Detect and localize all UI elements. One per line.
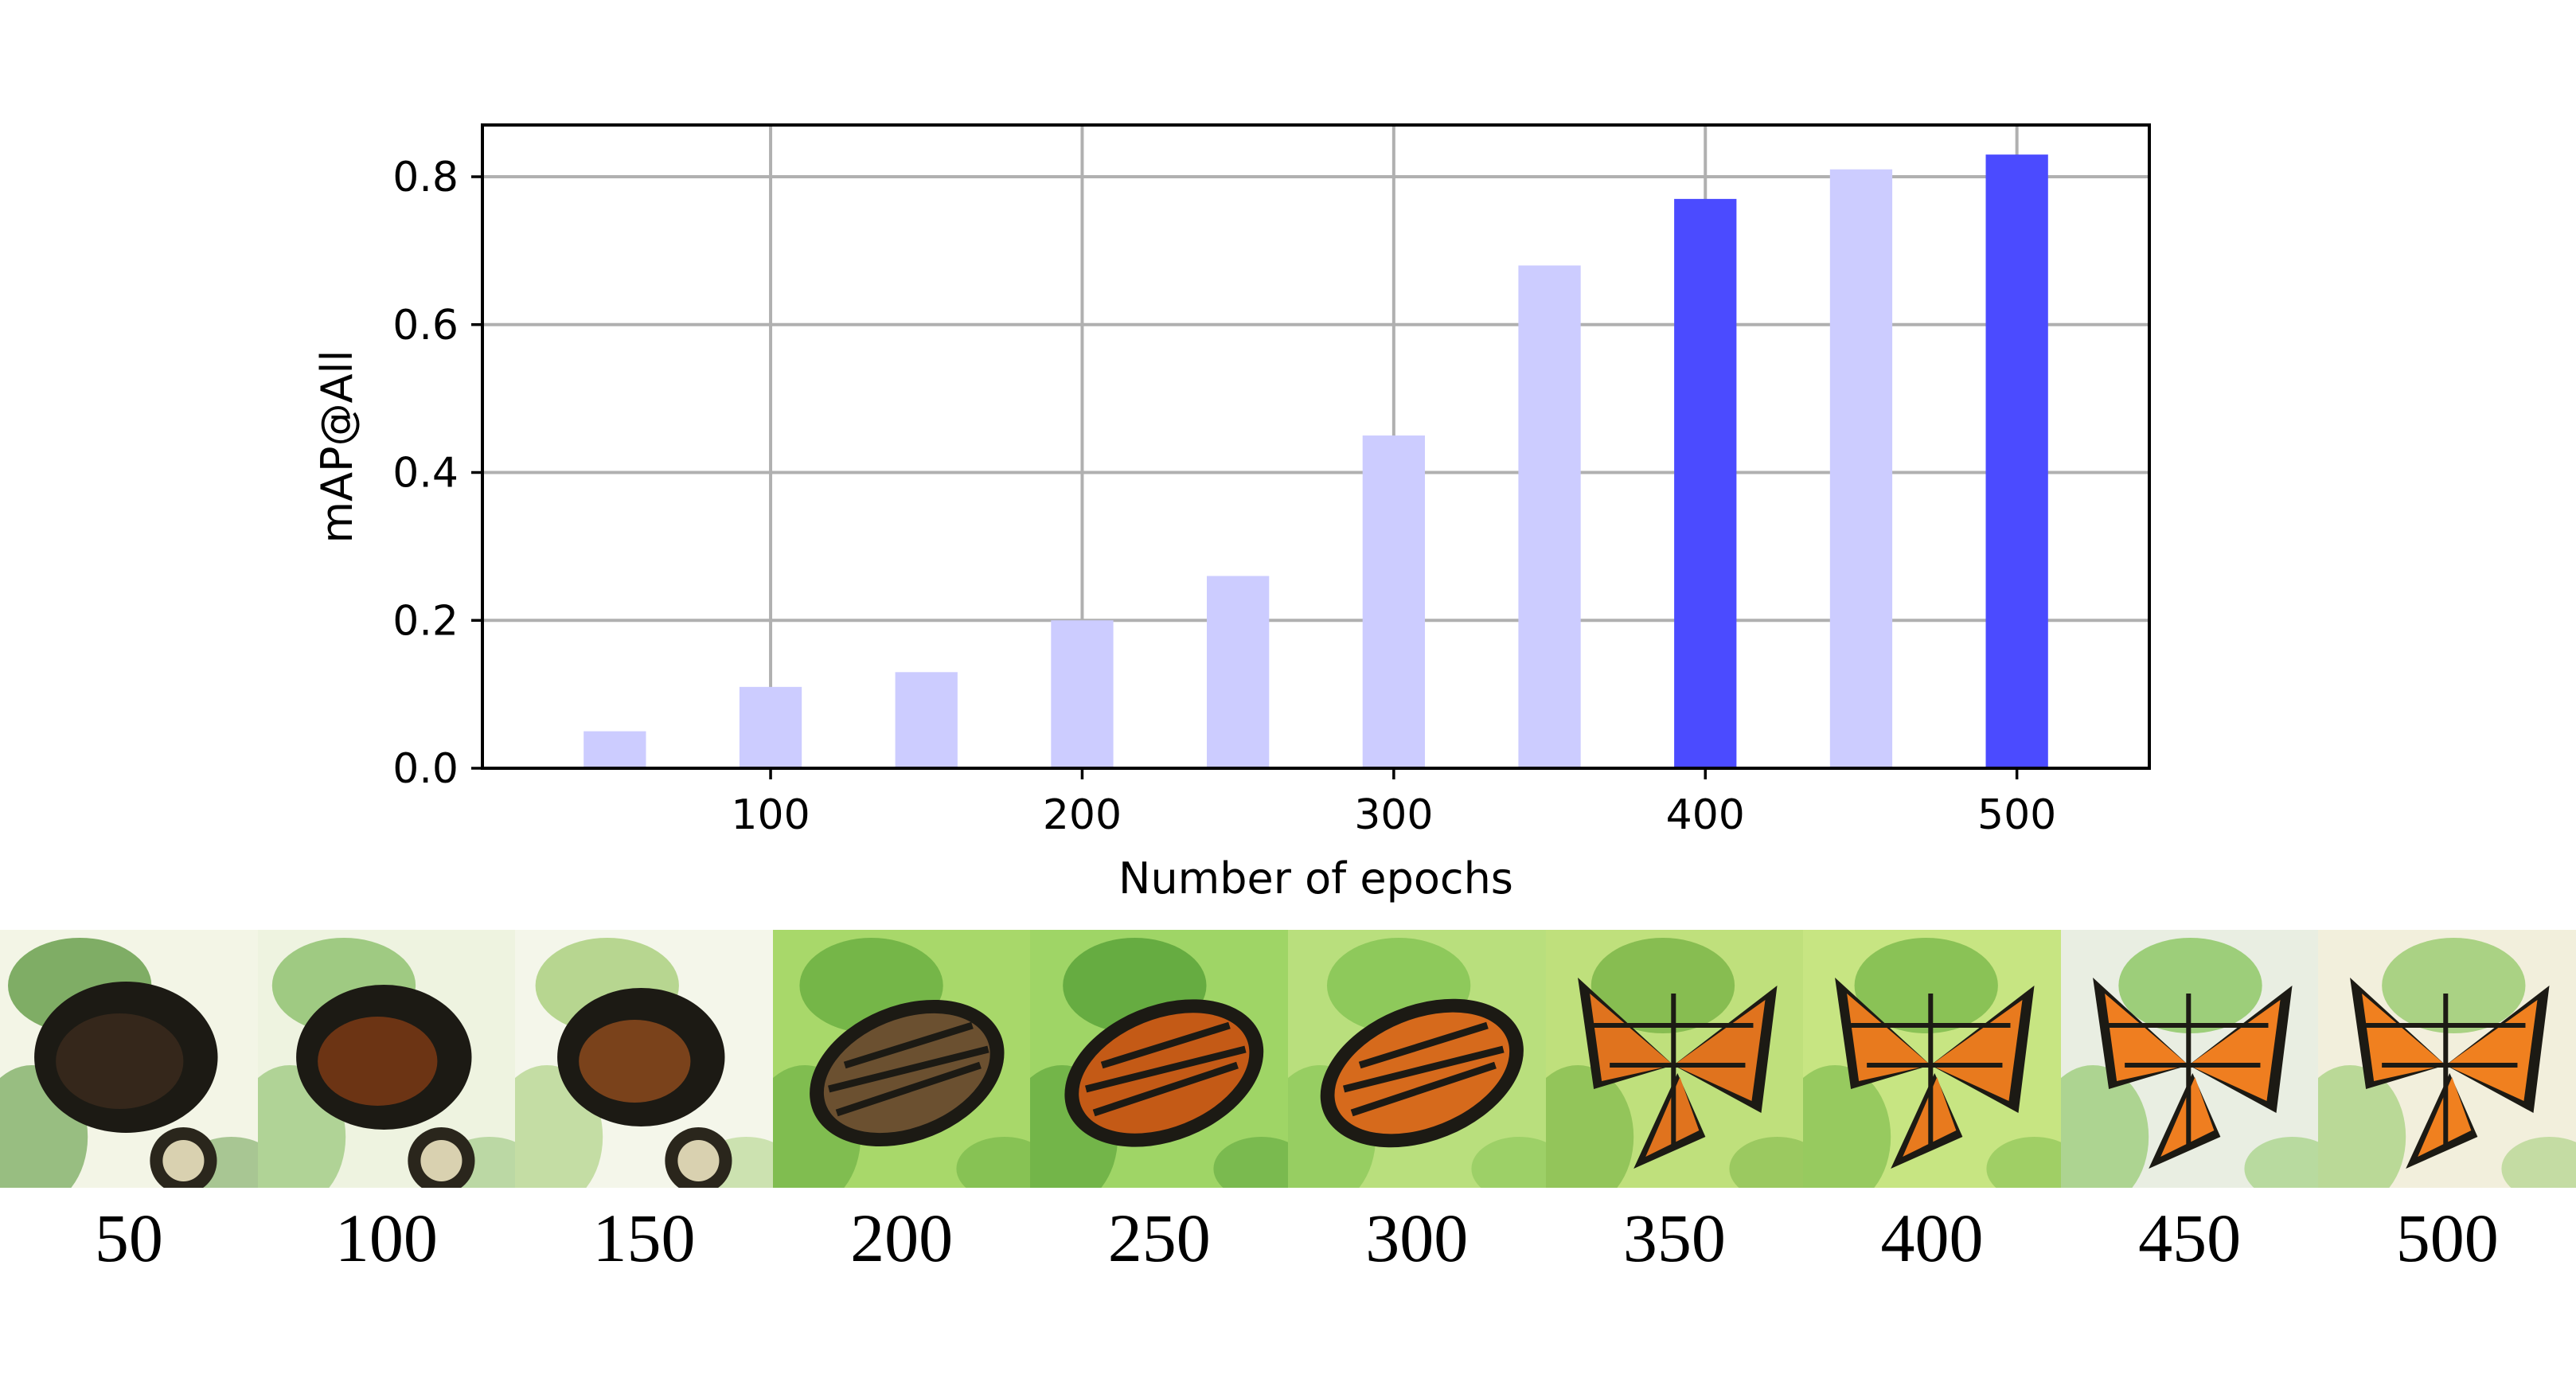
bar-epoch-400 [1674, 198, 1737, 769]
x-tick-label-100: 100 [731, 791, 810, 839]
x-tick-label-200: 200 [1043, 791, 1122, 839]
bar-epoch-250 [1207, 576, 1270, 768]
y-tick-label-1: 0.2 [392, 597, 459, 645]
thumbnail-epoch-50 [0, 930, 259, 1188]
butterfly-thumbnail-icon [1288, 930, 1547, 1188]
thumbnail-label-400: 400 [1880, 1200, 1984, 1276]
x-axis-title: Number of epochs [1118, 853, 1513, 904]
thumbnail-epoch-100 [257, 930, 517, 1188]
butterfly-thumbnail-icon [257, 930, 517, 1188]
thumbnail-epoch-150 [515, 930, 774, 1188]
x-tick-label-300: 300 [1354, 791, 1433, 839]
x-tick-label-500: 500 [1977, 791, 2056, 839]
y-tick-label-3: 0.6 [392, 302, 459, 349]
thumbnail-label-100: 100 [334, 1200, 438, 1276]
butterfly-thumbnail-icon [1545, 930, 1805, 1188]
butterfly-thumbnail-icon [772, 930, 1032, 1188]
butterfly-thumbnail-icon [2060, 930, 2320, 1188]
y-tick-label-2: 0.4 [392, 450, 459, 498]
thumbnail-label-300: 300 [1365, 1200, 1469, 1276]
thumbnail-label-500: 500 [2395, 1200, 2499, 1276]
thumbnail-epoch-450 [2060, 930, 2320, 1188]
thumbnail-epoch-500 [2318, 930, 2576, 1188]
butterfly-thumbnail-icon [2318, 930, 2576, 1188]
thumbnail-label-250: 250 [1107, 1200, 1211, 1276]
bar-epoch-450 [1829, 169, 1893, 769]
grid-lines [482, 125, 2149, 770]
thumbnail-label-350: 350 [1622, 1200, 1726, 1276]
butterfly-thumbnail-icon [0, 930, 259, 1188]
thumbnail-label-50: 50 [94, 1200, 163, 1276]
thumbnail-epoch-350 [1545, 930, 1805, 1188]
thumbnail-epoch-300 [1288, 930, 1547, 1188]
axis-ticks: 100 200 300 400 500 0.0 0.2 0.4 0.6 0.8 [392, 154, 2056, 839]
bars [584, 154, 2048, 769]
y-tick-label-4: 0.8 [392, 154, 459, 201]
bar-epoch-350 [1518, 265, 1581, 768]
y-axis-title: mAP@All [312, 349, 362, 543]
bar-epoch-500 [1985, 154, 2048, 769]
generated-image-strip [0, 930, 2576, 1188]
thumbnail-epoch-250 [1030, 930, 1289, 1188]
bar-epoch-200 [1051, 620, 1114, 768]
bar-epoch-150 [895, 672, 958, 768]
bar-chart: 100 200 300 400 500 0.0 0.2 0.4 0.6 0.8 Number of… [312, 123, 2151, 904]
butterfly-thumbnail-icon [1030, 930, 1289, 1188]
bar-epoch-50 [584, 731, 646, 768]
thumbnail-epoch-200 [772, 930, 1032, 1188]
butterfly-thumbnail-icon [1803, 930, 2062, 1188]
thumbnail-label-450: 450 [2138, 1200, 2242, 1276]
bar-epoch-100 [739, 686, 802, 768]
thumbnail-label-150: 150 [592, 1200, 696, 1276]
butterfly-thumbnail-icon [515, 930, 774, 1188]
thumbnail-epoch-400 [1803, 930, 2062, 1188]
y-tick-label-0: 0.0 [392, 745, 459, 793]
thumbnail-label-200: 200 [850, 1200, 954, 1276]
bar-epoch-300 [1362, 435, 1425, 768]
x-tick-label-400: 400 [1666, 791, 1745, 839]
plot-frame [481, 123, 2151, 770]
